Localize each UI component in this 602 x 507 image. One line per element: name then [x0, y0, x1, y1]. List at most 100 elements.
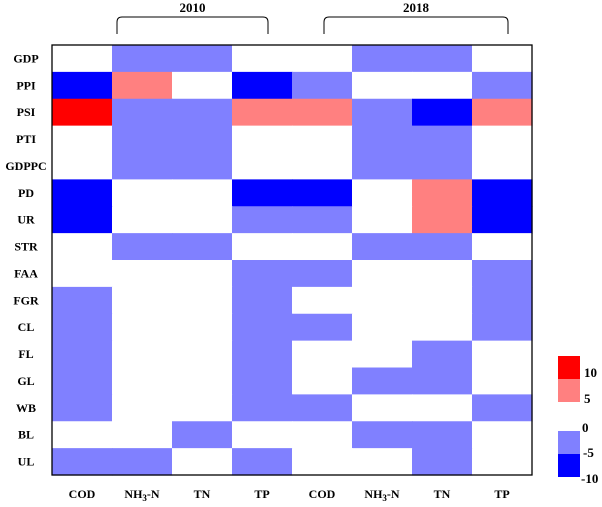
row-label: UR — [17, 213, 35, 227]
heatmap-cell — [412, 125, 473, 154]
heatmap-cell — [472, 340, 533, 369]
heatmap-cell — [52, 71, 113, 100]
heatmap-cell — [172, 45, 233, 73]
heatmap-cell — [352, 98, 413, 127]
heatmap-cell — [172, 313, 233, 342]
heatmap-cell — [472, 286, 533, 315]
year-label: 2018 — [403, 0, 430, 15]
heatmap-cell — [232, 421, 293, 449]
legend-label: 5 — [584, 391, 591, 406]
heatmap-cell — [412, 98, 473, 127]
heatmap-cell — [112, 233, 173, 261]
row-label: GDP — [13, 51, 38, 65]
heatmap-cell — [412, 71, 473, 100]
heatmap-cell — [172, 71, 233, 100]
heatmap-cell — [232, 206, 293, 234]
heatmap-cell — [292, 286, 353, 315]
heatmap-cell — [172, 448, 233, 476]
heatmap-cell — [352, 313, 413, 342]
column-label: TP — [254, 487, 269, 501]
heatmap-cell — [472, 260, 533, 288]
heatmap-cell — [112, 98, 173, 127]
heatmap-cell — [352, 286, 413, 315]
heatmap-cell — [52, 233, 113, 261]
heatmap-cell — [292, 394, 353, 422]
heatmap-cell — [172, 206, 233, 234]
heatmap-cell — [412, 206, 473, 234]
heatmap-cell — [292, 125, 353, 154]
heatmap-cell — [52, 98, 113, 127]
legend-swatch — [558, 431, 580, 454]
heatmap-cell — [232, 152, 293, 180]
heatmap-cell — [352, 340, 413, 369]
heatmap-cell — [412, 286, 473, 315]
heatmap-cell — [232, 233, 293, 261]
heatmap-cell — [112, 313, 173, 342]
heatmap-cell — [352, 421, 413, 449]
heatmap-cell — [172, 125, 233, 154]
heatmap-cell — [292, 206, 353, 234]
heatmap-cell — [412, 260, 473, 288]
heatmap-cell — [172, 152, 233, 180]
heatmap-cell — [232, 367, 293, 395]
row-label: FL — [18, 347, 33, 361]
legend-label: 10 — [584, 365, 597, 380]
heatmap-cell — [172, 98, 233, 127]
row-label: FAA — [14, 266, 38, 280]
row-label: UL — [18, 455, 35, 469]
row-label: PD — [18, 186, 34, 200]
year-bracket — [116, 16, 269, 34]
row-labels: GDP PPI PSI PTI GDPPC PD UR STR FAA FGR CL FL GL WB BL… — [5, 51, 46, 468]
heatmap-cell — [112, 421, 173, 449]
heatmap-cell — [292, 340, 353, 369]
year-label: 2010 — [180, 0, 206, 15]
heatmap-cell — [112, 71, 173, 100]
heatmap-cell — [472, 233, 533, 261]
heatmap-cell — [412, 448, 473, 476]
heatmap-cell — [172, 394, 233, 422]
heatmap-cell — [352, 179, 413, 207]
heatmap-cell — [112, 45, 173, 73]
heatmap-cell — [412, 313, 473, 342]
heatmap-cell — [172, 233, 233, 261]
heatmap-cell — [472, 313, 533, 342]
heatmap-cell — [232, 71, 293, 100]
heatmap-frame — [51, 44, 533, 476]
heatmap-cell — [352, 45, 413, 73]
heatmap-cell — [352, 367, 413, 395]
heatmap-cell — [292, 71, 353, 100]
heatmap-cell — [472, 421, 533, 449]
row-label: PTI — [16, 132, 36, 146]
heatmap-cell — [412, 233, 473, 261]
heatmap-cell — [472, 152, 533, 180]
column-label: TN — [194, 487, 211, 501]
heatmap-cell — [352, 233, 413, 261]
heatmap-cell — [412, 340, 473, 369]
legend-label: -10 — [581, 471, 598, 486]
row-label: STR — [14, 240, 38, 254]
column-label: NH3-N — [124, 487, 159, 503]
column-label: COD — [309, 487, 336, 501]
heatmap-cell — [112, 179, 173, 207]
heatmap-cell — [352, 448, 413, 476]
heatmap-cell — [232, 340, 293, 369]
heatmap-cell — [52, 313, 113, 342]
heatmap-cell — [172, 179, 233, 207]
heatmap-cell — [292, 98, 353, 127]
heatmap-cell — [52, 367, 113, 395]
heatmap-cell — [232, 45, 293, 73]
heatmap-cell — [52, 448, 113, 476]
heatmap-cell — [52, 179, 113, 207]
heatmap-cell — [112, 152, 173, 180]
column-label: TN — [434, 487, 451, 501]
heatmap-cell — [172, 367, 233, 395]
heatmap-cell — [52, 340, 113, 369]
legend-swatch — [558, 379, 580, 402]
heatmap-cell — [52, 260, 113, 288]
heatmap-cell — [472, 125, 533, 154]
row-label: PPI — [16, 78, 36, 92]
year-brackets: 2010 2018 — [116, 0, 509, 34]
row-label: BL — [18, 428, 34, 442]
heatmap-cell — [112, 260, 173, 288]
